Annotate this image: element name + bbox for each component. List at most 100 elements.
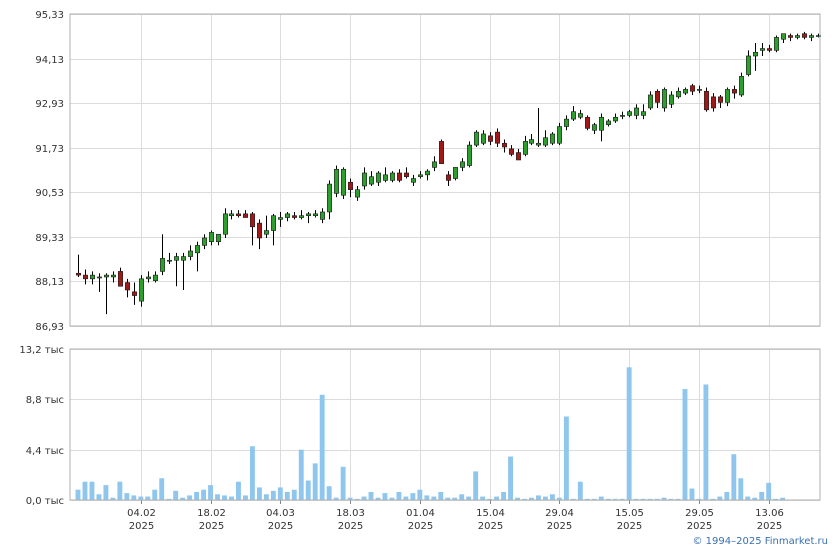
copyright-credit[interactable]: © 1994–2025 Finmarket.ru: [692, 536, 828, 547]
volume-bar: [396, 491, 402, 500]
volume-bar: [340, 466, 346, 500]
x-tick-date-label: 01.04: [406, 508, 435, 519]
candle-body: [718, 96, 723, 103]
candle-body: [488, 135, 493, 142]
volume-bar: [187, 495, 193, 500]
candle-body: [606, 120, 611, 125]
volume-bar: [682, 389, 688, 500]
candle-body: [292, 215, 297, 218]
candle-body: [97, 276, 102, 279]
volume-bar: [522, 498, 527, 500]
volume-bar: [298, 449, 304, 500]
volume-plot-frame: [69, 348, 821, 501]
candle-body: [676, 90, 681, 98]
volume-bar: [229, 496, 234, 500]
volume-bar: [166, 498, 172, 500]
candle-body: [564, 118, 569, 127]
volume-bar: [710, 498, 716, 500]
candle-body: [592, 124, 597, 131]
volume-bar: [103, 485, 109, 500]
candle-body: [264, 230, 269, 235]
candle-body: [550, 133, 555, 144]
price-tick-label: 90,53: [35, 188, 64, 199]
volume-bar: [270, 490, 276, 500]
candle-body: [250, 213, 255, 228]
volume-bar: [131, 495, 137, 500]
volume-bar: [89, 481, 95, 500]
candle-body: [118, 271, 123, 287]
candle-body: [655, 90, 660, 103]
volume-bar: [640, 498, 646, 500]
candle-body: [341, 168, 346, 196]
volume-bar: [236, 481, 241, 500]
candle-body: [781, 33, 786, 40]
volume-bar: [431, 496, 437, 500]
volume-bar: [145, 496, 151, 500]
candle-body: [767, 48, 772, 51]
volume-bar: [445, 497, 451, 500]
date-x-axis: 04.02 2025 18.02 2025 04.03 2025 18.03 2025 01.0…: [127, 500, 784, 532]
candle-body: [725, 89, 730, 103]
candle-body: [746, 55, 751, 75]
candle-body: [662, 89, 667, 109]
volume-bar: [745, 496, 751, 500]
volume-bar: [138, 496, 144, 500]
candle-body: [236, 213, 241, 216]
volume-bar: [675, 498, 681, 500]
volume-bar: [529, 497, 534, 500]
volume-bar: [563, 416, 569, 500]
x-tick-date-label: 04.03: [266, 508, 295, 519]
volume-bar: [731, 454, 737, 500]
x-tick-date-label: 29.04: [545, 508, 574, 519]
candle-body: [760, 48, 765, 51]
x-tick-date-label: 29.05: [685, 508, 714, 519]
candle-body: [474, 131, 479, 146]
candle-body: [802, 33, 807, 38]
candle-body: [502, 142, 507, 148]
volume-bar: [263, 494, 269, 500]
volume-bar: [598, 496, 604, 500]
candle-body: [453, 167, 458, 179]
candle-body: [195, 245, 200, 254]
volume-bar: [96, 494, 102, 500]
x-tick-year-label: 2025: [478, 521, 503, 532]
candle-body: [160, 258, 165, 272]
volume-bar: [591, 498, 597, 500]
candle-body: [285, 213, 290, 218]
volume-bar: [724, 491, 730, 500]
volume-bar: [361, 496, 367, 500]
x-tick-year-label: 2025: [757, 521, 782, 532]
volume-bar: [277, 487, 283, 500]
candle-body: [460, 161, 465, 168]
volume-bar: [291, 489, 297, 500]
candle-body: [774, 37, 779, 51]
x-tick-date-label: 15.05: [615, 508, 644, 519]
volume-bar: [208, 485, 213, 500]
volume-bar: [543, 496, 548, 500]
candle-body: [174, 256, 179, 261]
volume-bar: [417, 489, 423, 500]
volume-bar: [508, 456, 513, 500]
candle-body: [383, 174, 388, 181]
candle-body: [467, 144, 472, 166]
x-tick-year-label: 2025: [199, 521, 224, 532]
volume-bar: [256, 487, 262, 500]
candle-body: [278, 217, 283, 220]
volume-bar: [333, 497, 339, 500]
volume-tick-label: 8,8 тыс: [26, 395, 64, 406]
volume-bar: [654, 498, 660, 500]
volume-bar: [354, 498, 360, 500]
candlestick-series: [76, 31, 821, 315]
candle-body: [557, 126, 562, 144]
candle-body: [516, 152, 521, 161]
candle-body: [313, 213, 318, 216]
volume-bar: [536, 495, 541, 500]
candle-body: [146, 276, 151, 280]
candle-body: [139, 278, 144, 302]
candle-body: [481, 133, 486, 144]
volume-bar: [452, 497, 458, 500]
volume-bar: [410, 493, 416, 500]
candle-body: [585, 116, 590, 129]
volume-bar: [347, 497, 353, 500]
volume-bar: [480, 496, 486, 500]
